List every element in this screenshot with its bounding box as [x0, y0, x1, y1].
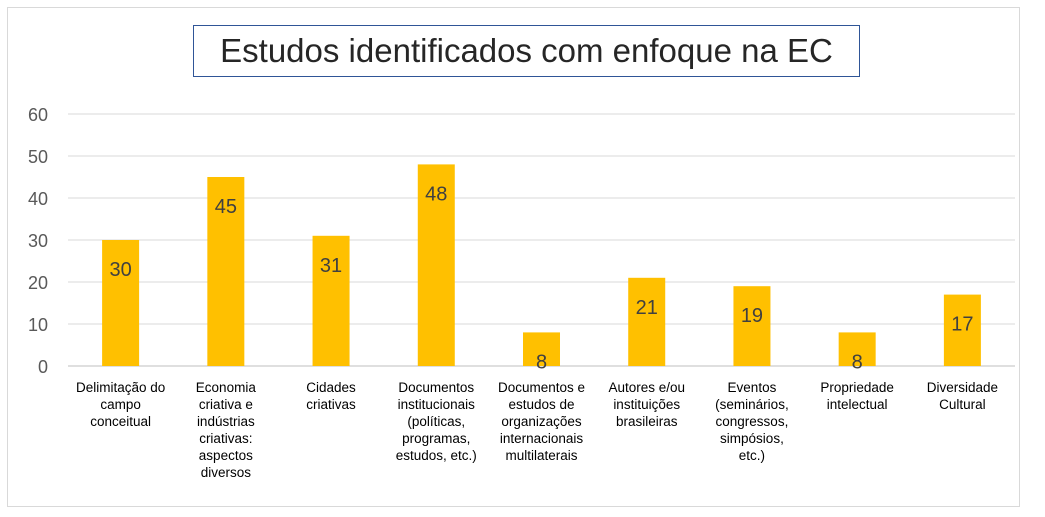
data-label: 8 — [536, 351, 547, 373]
chart-title-box: Estudos identificados com enfoque na EC — [193, 25, 860, 77]
bar — [838, 332, 876, 366]
x-category-label: Economia criativa e indústrias criativas: as… — [196, 380, 257, 480]
data-label: 17 — [951, 314, 973, 336]
data-label: 30 — [109, 259, 131, 281]
y-tick-label: 50 — [28, 147, 48, 167]
y-tick-label: 30 — [28, 231, 48, 251]
bar — [207, 177, 245, 366]
bar — [102, 240, 140, 366]
data-label: 19 — [741, 305, 763, 327]
data-label: 45 — [215, 196, 237, 218]
data-label: 21 — [636, 297, 658, 319]
x-category-label: Eventos (seminários, congressos, simpósios,… — [715, 380, 789, 463]
x-category-label: Propriedade intelectual — [820, 380, 894, 412]
data-label: 48 — [425, 183, 447, 205]
x-category-label: Diversidade Cultural — [927, 380, 998, 412]
chart-frame — [7, 7, 1020, 507]
bar — [312, 235, 350, 366]
y-tick-label: 40 — [28, 189, 48, 209]
data-label: 31 — [320, 255, 342, 277]
x-category-label: Cidades criativas — [306, 380, 356, 412]
x-category-label: Documentos e estudos de organizações intern… — [498, 380, 585, 463]
y-tick-label: 20 — [28, 273, 48, 293]
bar — [417, 164, 455, 366]
bar — [733, 286, 771, 366]
bar — [628, 277, 666, 366]
bar — [523, 332, 560, 366]
chart-title: Estudos identificados com enfoque na EC — [220, 32, 833, 69]
y-tick-label: 10 — [28, 315, 48, 335]
bar — [943, 294, 981, 366]
data-label: 8 — [852, 351, 863, 373]
x-category-label: Autores e/ou instituições brasileiras — [608, 380, 685, 429]
y-tick-label: 60 — [28, 105, 48, 125]
x-category-label: Documentos institucionais (políticas, progr… — [396, 380, 477, 463]
y-tick-label: 0 — [38, 357, 48, 377]
x-category-label: Delimitação do campo conceitual — [76, 380, 165, 429]
